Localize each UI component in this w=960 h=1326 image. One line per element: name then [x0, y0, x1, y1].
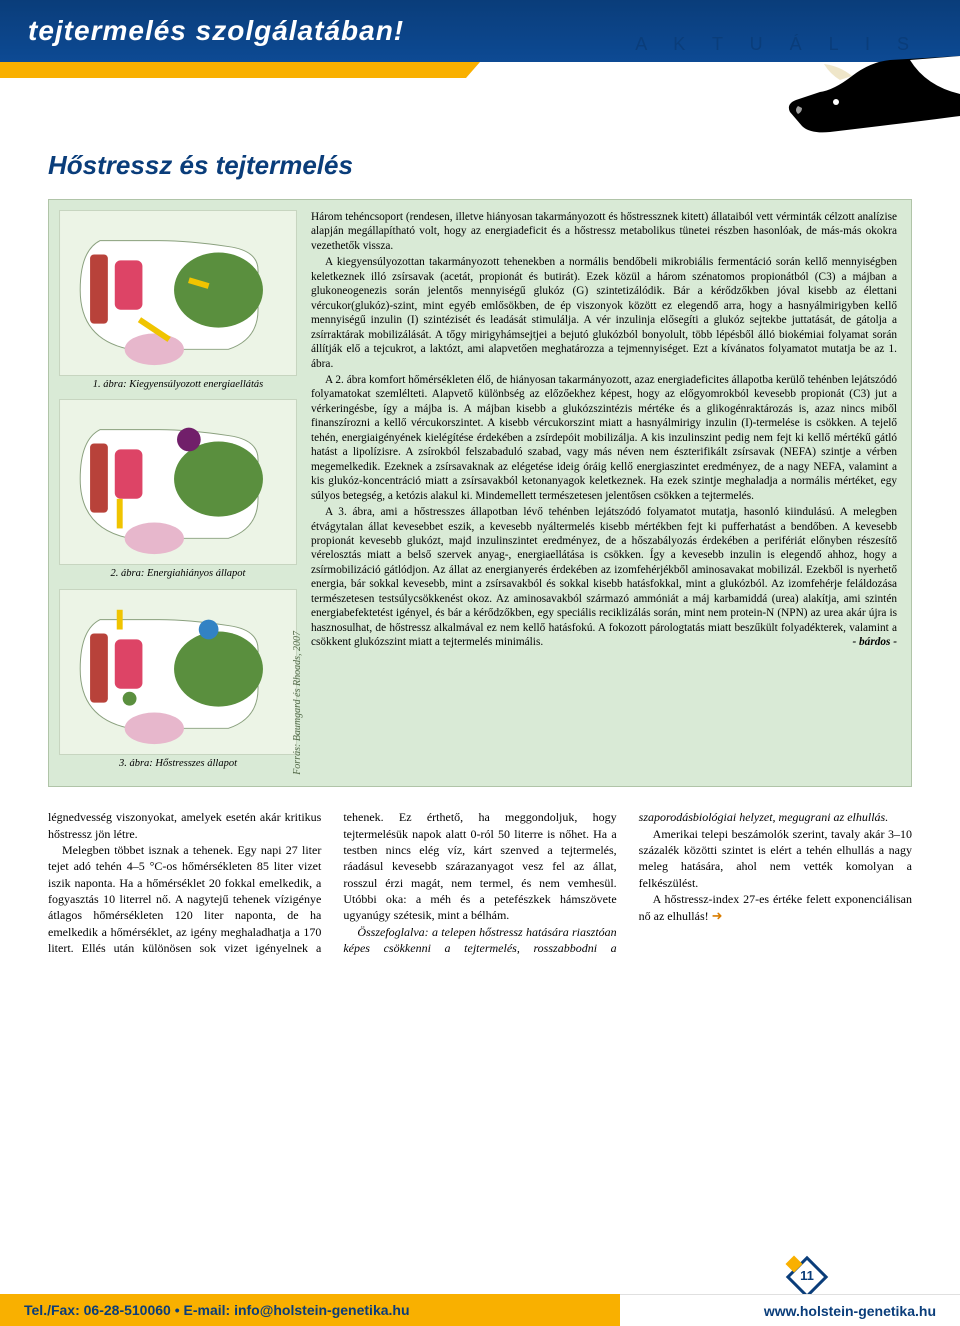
footer-contact-text: Tel./Fax: 06-28-510060 • E-mail: info@ho… [24, 1302, 410, 1318]
figure-3-caption: 3. ábra: Hőstresszes állapot [59, 757, 297, 770]
cow-head-illustration [780, 46, 960, 136]
body-para-1: légnedvesség viszonyokat, amelyek esetén… [48, 809, 321, 842]
footer-url-text: www.holstein-genetika.hu [764, 1303, 936, 1319]
inset-article-box: 1. ábra: Kiegyensúlyozott energiaellátás… [48, 199, 912, 787]
footer-url: www.holstein-genetika.hu [620, 1294, 960, 1326]
publication-title: tejtermelés szolgálatában! [28, 15, 404, 47]
article-title: Hőstressz és tejtermelés [48, 150, 912, 181]
figure-2-image [59, 399, 297, 565]
body-para-4: Amerikai telepi beszámolók szerint, tava… [639, 826, 912, 891]
page-number: 11 [782, 1268, 832, 1283]
figure-1-caption: 1. ábra: Kiegyensúlyozott energiaellátás [59, 378, 297, 391]
figure-3-image [59, 589, 297, 755]
author-signature: - bárdos - [838, 635, 897, 649]
figure-1-image [59, 210, 297, 376]
body-para-5: A hőstressz-index 27-es értéke felett ex… [639, 891, 912, 925]
yellow-accent-bar [0, 62, 480, 78]
body-columns: légnedvesség viszonyokat, amelyek esetén… [48, 809, 912, 956]
figure-2-caption: 2. ábra: Energiahiányos állapot [59, 567, 297, 580]
page-footer: 11 Tel./Fax: 06-28-510060 • E-mail: info… [0, 1262, 960, 1326]
continue-arrow-icon: ➜ [712, 908, 723, 923]
figure-column: 1. ábra: Kiegyensúlyozott energiaellátás… [59, 210, 297, 778]
figure-source-citation: Forrás: Baumgard és Rhoads, 2007 [292, 631, 305, 775]
footer-contact: Tel./Fax: 06-28-510060 • E-mail: info@ho… [0, 1294, 650, 1326]
